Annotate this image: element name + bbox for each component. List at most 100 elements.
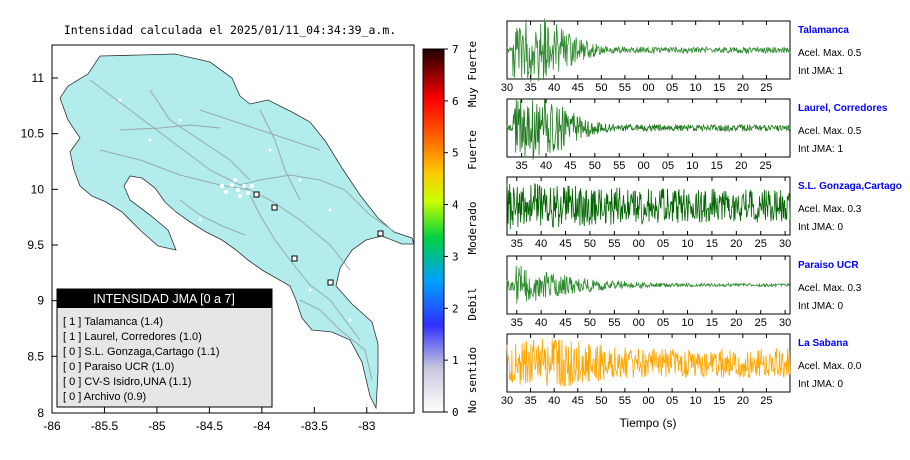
waveform-tick: 10 (690, 82, 702, 94)
colorbar-tick: 6 (452, 95, 459, 108)
map-x-tick: -83.5 (301, 419, 329, 433)
map-y-tick: 8 (37, 406, 44, 420)
waveform-tick: 55 (619, 82, 631, 94)
accel-max: Acel. Max. 0.0 (798, 361, 862, 372)
waveform-tick: 05 (666, 82, 678, 94)
colorbar-tick: 7 (452, 43, 459, 56)
waveform-tick: 55 (613, 160, 625, 172)
legend-item: [ 0 ] CV-S Isidro,UNA (1.1) (63, 376, 191, 388)
map-x-tick: -86 (43, 419, 61, 433)
waveform-tick: 10 (686, 160, 698, 172)
waveform-tick: 50 (589, 160, 601, 172)
waveform-tick: 40 (535, 317, 547, 329)
colorbar-tick: 3 (452, 250, 459, 263)
map-x-tick: -83 (358, 419, 376, 433)
waveform-tick: 05 (657, 317, 669, 329)
colorbar-tick: 4 (452, 199, 459, 212)
accel-max: Acel. Max. 0.5 (798, 48, 862, 59)
waveform-tick: 25 (755, 317, 767, 329)
waveform-tick: 25 (759, 160, 771, 172)
roads (89, 79, 396, 381)
waveform-tick: 15 (706, 317, 718, 329)
waveform-tick: 30 (779, 317, 791, 329)
waveform-tick: 00 (633, 238, 645, 250)
waveform-tick: 00 (633, 317, 645, 329)
waveform-xlabel: Tiempo (s) (620, 416, 677, 430)
map-y-axis: 11 10.5 10 9.5 9 8.5 8 (21, 71, 58, 420)
accel-max: Acel. Max. 0.3 (798, 283, 862, 294)
accel-max: Acel. Max. 0.3 (798, 204, 862, 215)
station-name: Paraiso UCR (798, 260, 859, 271)
waveform-tick: 50 (595, 82, 607, 94)
waveform-trace (506, 338, 791, 388)
legend-item: [ 1 ] Laurel, Corredores (1.0) (63, 331, 202, 343)
waveform-tick: 55 (619, 395, 631, 407)
map-y-tick: 10 (31, 182, 45, 196)
legend-item: [ 0 ] Paraiso UCR (1.0) (63, 361, 174, 373)
intensity-jma: Int JMA: 1 (798, 144, 843, 155)
map-y-tick: 8.5 (27, 349, 44, 363)
colorbar-label: Moderado (466, 202, 479, 255)
waveform-panel: 35 40 45 50 55 00 05 10 15 20 25 30 Paraiso UCR Acel.… (506, 255, 862, 329)
station-name: Laurel, Corredores (798, 103, 888, 114)
city-points (118, 98, 352, 322)
waveform-tick: 15 (711, 160, 723, 172)
station-name: La Sabana (798, 338, 848, 349)
colorbar-tick: 1 (452, 354, 459, 367)
waveform-tick: 35 (511, 317, 523, 329)
waveform-tick: 15 (706, 238, 718, 250)
waveform-tick: 40 (540, 160, 552, 172)
colorbar-label: Muy Fuerte (466, 41, 479, 107)
waveform-panels: 30 35 40 45 50 55 00 05 10 15 20 25 Talamanca Acel. M… (501, 18, 902, 407)
waveform-tick: 55 (608, 238, 620, 250)
map-x-tick: -84 (253, 419, 271, 433)
map-legend: INTENSIDAD JMA [0 a 7] [ 1 ] Talamanca (… (56, 288, 273, 408)
waveform-tick: 15 (713, 395, 725, 407)
colorbar-tick: 2 (452, 302, 459, 315)
colorbar: 0 1 2 3 4 5 6 7 No sentido Debil Moderado Fuerte Mu… (422, 41, 479, 419)
map-y-tick: 10.5 (21, 127, 45, 141)
waveform-tick: 05 (666, 395, 678, 407)
waveform-tick: 45 (572, 395, 584, 407)
map-x-tick: -84.5 (196, 419, 224, 433)
colorbar-label: Debil (466, 287, 479, 320)
waveform-tick: 45 (559, 238, 571, 250)
map-title: Intensidad calculada el 2025/01/11_04:34… (64, 23, 396, 37)
map-x-tick: -85 (148, 419, 166, 433)
waveform-tick: 35 (524, 82, 536, 94)
waveform-panel: 35 40 45 50 55 00 05 10 15 20 25 30 S.L. Gonzaga,Car… (506, 176, 902, 250)
station-name: S.L. Gonzaga,Cartago (798, 181, 902, 192)
waveform-trace (506, 18, 791, 83)
waveform-tick: 05 (657, 238, 669, 250)
waveform-tick: 50 (584, 238, 596, 250)
waveform-tick: 10 (681, 317, 693, 329)
map-y-tick: 9 (37, 294, 44, 308)
colorbar-label: No sentido (466, 347, 479, 413)
station-name: Talamanca (798, 25, 849, 36)
waveform-tick: 00 (642, 82, 654, 94)
land-costa-rica (59, 53, 415, 410)
waveform-tick: 20 (730, 238, 742, 250)
waveform-panel: 30 35 40 45 50 55 00 05 10 15 20 25 Talamanca Acel. M… (501, 18, 862, 94)
waveform-tick: 30 (501, 395, 513, 407)
waveform-tick: 30 (779, 238, 791, 250)
legend-item: [ 1 ] Talamanca (1.4) (63, 316, 163, 328)
waveform-tick: 45 (559, 317, 571, 329)
waveform-trace (506, 98, 791, 160)
waveform-tick: 10 (690, 395, 702, 407)
colorbar-tick: 5 (452, 147, 459, 160)
waveform-panel: 35 40 45 50 55 00 05 10 15 20 25 Laurel, Corredores… (506, 98, 888, 172)
station-markers (253, 191, 384, 286)
intensity-jma: Int JMA: 1 (798, 66, 843, 77)
waveform-tick: 10 (681, 238, 693, 250)
waveform-tick: 45 (572, 82, 584, 94)
colorbar-tick: 0 (452, 406, 459, 419)
waveform-tick: 40 (548, 82, 560, 94)
waveform-tick: 25 (760, 395, 772, 407)
waveform-tick: 50 (584, 317, 596, 329)
intensity-jma: Int JMA: 0 (798, 222, 843, 233)
legend-item: [ 0 ] Archivo (0.9) (63, 391, 146, 403)
waveform-panel: 30 35 40 45 50 55 00 05 10 15 20 25 La Sabana Acel. M… (501, 333, 862, 407)
legend-item: [ 0 ] S.L. Gonzaga,Cartago (1.1) (63, 346, 220, 358)
